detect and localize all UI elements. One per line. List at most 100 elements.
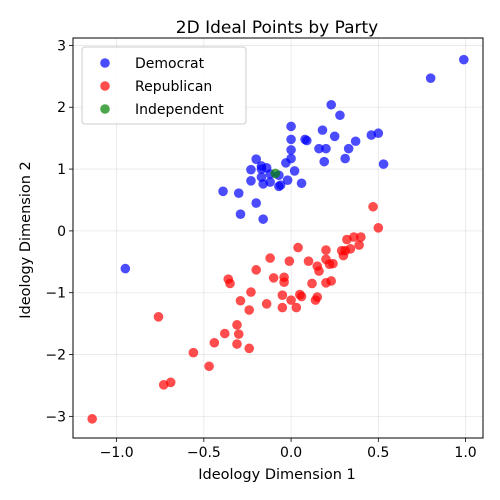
point-republican [158, 380, 169, 390]
point-republican [232, 320, 242, 330]
point-democrat [235, 209, 246, 219]
point-democrat [233, 188, 244, 198]
point-democrat [319, 156, 330, 167]
point-democrat [326, 99, 337, 110]
legend-label-independent: Independent [135, 102, 224, 118]
chart-title: 2D Ideal Points by Party [176, 18, 378, 38]
point-republican [265, 253, 275, 263]
point-republican [293, 242, 303, 253]
point-republican [321, 245, 331, 255]
y-tick-label: 1 [57, 162, 66, 178]
point-democrat [218, 186, 228, 197]
point-democrat [286, 121, 296, 132]
point-democrat [258, 214, 268, 224]
point-republican [268, 273, 279, 283]
point-democrat [286, 145, 296, 155]
point-democrat [286, 134, 296, 145]
point-democrat [120, 263, 131, 274]
point-republican [277, 290, 288, 300]
point-democrat [246, 164, 256, 175]
point-democrat [343, 143, 354, 154]
point-republican [244, 343, 255, 354]
point-republican [328, 258, 338, 269]
point-republican [235, 295, 246, 306]
point-republican [87, 414, 97, 424]
point-democrat [301, 135, 312, 146]
point-democrat [340, 153, 350, 164]
point-republican [279, 277, 289, 288]
point-democrat [459, 54, 469, 65]
point-independent [270, 168, 281, 179]
point-democrat [251, 198, 261, 208]
x-tick-label: −1.0 [100, 445, 134, 461]
legend: Democrat Republican Independent [81, 46, 247, 125]
point-democrat [335, 110, 345, 121]
legend-label-republican: Republican [135, 79, 212, 95]
point-republican [225, 278, 235, 289]
x-axis-title: Ideology Dimension 1 [198, 467, 355, 483]
legend-box [81, 46, 247, 125]
x-tick-label: 1.0 [454, 445, 476, 461]
point-republican [354, 240, 364, 250]
point-republican [261, 299, 272, 309]
point-democrat [366, 130, 377, 140]
x-tick-label: 0.0 [280, 445, 302, 461]
point-republican [286, 295, 296, 305]
point-democrat [329, 131, 340, 142]
point-republican [314, 266, 324, 276]
point-republican [277, 302, 288, 313]
point-democrat [274, 181, 284, 192]
point-republican [307, 278, 317, 289]
point-republican [284, 256, 295, 266]
point-republican [296, 291, 307, 302]
point-democrat [256, 164, 267, 174]
legend-marker-independent [100, 104, 110, 114]
point-democrat [321, 143, 331, 154]
legend-marker-democrat [100, 58, 110, 68]
y-tick-label: 3 [57, 38, 66, 54]
point-republican [368, 201, 378, 212]
point-democrat [317, 125, 328, 135]
point-democrat [246, 176, 256, 186]
point-democrat [282, 175, 293, 185]
point-democrat [251, 154, 261, 164]
point-republican [204, 361, 214, 372]
point-democrat [378, 159, 389, 169]
point-republican [373, 222, 384, 233]
point-democrat [296, 178, 307, 189]
y-tick-label: −2 [45, 348, 66, 364]
point-republican [251, 265, 261, 275]
legend-label-democrat: Democrat [135, 56, 205, 72]
y-tick-label: 0 [57, 224, 66, 240]
point-democrat [314, 143, 324, 154]
point-republican [326, 276, 337, 286]
legend-marker-republican [100, 81, 110, 91]
plot-frame [72, 37, 484, 439]
x-tick-label: 0.5 [367, 445, 389, 461]
point-republican [310, 295, 321, 305]
point-republican [342, 234, 352, 245]
point-republican [246, 287, 256, 297]
point-republican [233, 329, 244, 339]
x-tick-label: −0.5 [187, 445, 221, 461]
point-democrat [289, 166, 300, 176]
point-republican [356, 232, 366, 242]
point-republican [219, 328, 230, 339]
point-republican [338, 250, 349, 261]
point-democrat [425, 73, 436, 83]
axis-ticks: −1.0 −0.5 0.0 0.5 1.0 −3 −2 −1 0 1 2 3 [45, 38, 476, 461]
point-republican [232, 339, 242, 349]
point-republican [303, 256, 314, 266]
point-republican [153, 312, 164, 322]
point-republican [244, 305, 255, 315]
point-democrat [350, 136, 361, 147]
y-tick-label: −1 [45, 286, 66, 302]
y-tick-label: −3 [45, 409, 66, 425]
data-points [87, 54, 469, 424]
y-tick-label: 2 [57, 100, 66, 116]
point-republican [188, 347, 199, 358]
point-democrat [281, 158, 291, 168]
y-axis-title: Ideology Dimension 2 [18, 161, 34, 318]
point-republican [291, 302, 302, 313]
